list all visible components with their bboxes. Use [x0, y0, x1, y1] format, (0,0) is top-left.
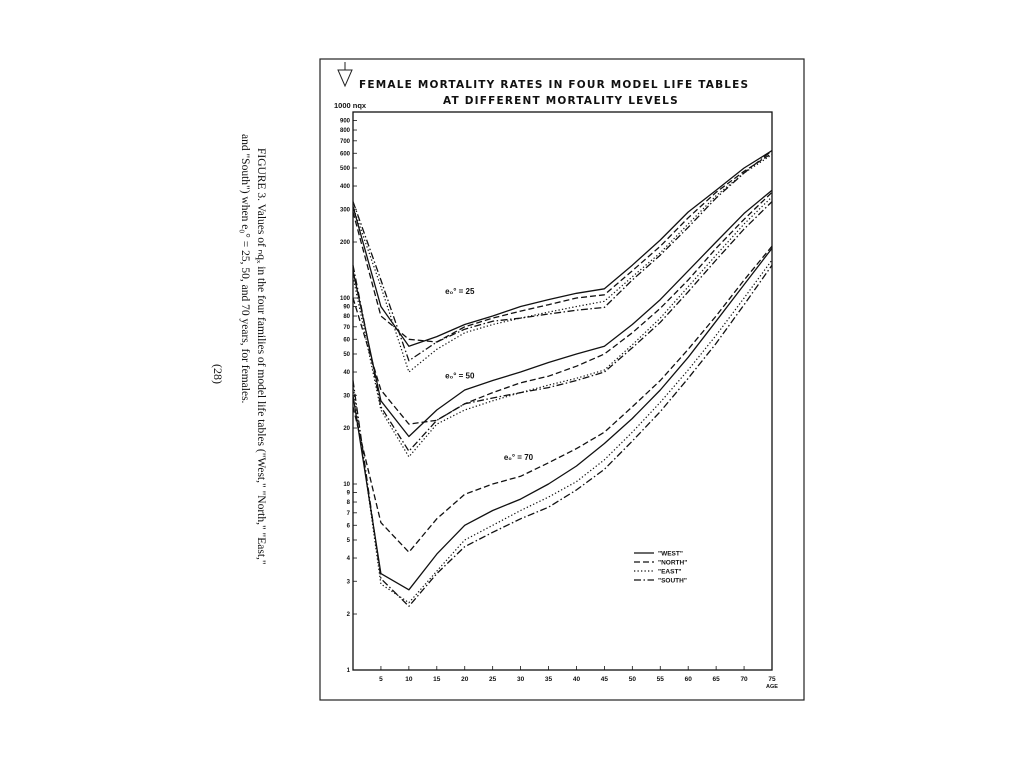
level-label: e₀° = 70: [504, 453, 534, 462]
y-tick-label: 70: [343, 325, 350, 331]
y-tick-label: 400: [340, 184, 351, 190]
y-tick-label: 5: [347, 538, 351, 544]
y-tick-label: 7: [347, 511, 351, 517]
y-tick-label: 30: [343, 393, 350, 399]
legend-label: "EAST": [658, 569, 682, 576]
legend: "WEST" "NORTH" "EAST" "SOUTH": [634, 551, 687, 585]
y-tick-label: 900: [340, 119, 351, 125]
plot-area: [352, 111, 773, 671]
series-line-south-e25: [352, 150, 773, 362]
y-tick-label: 200: [340, 240, 351, 246]
y-tick-label: 9: [347, 491, 351, 497]
y-tick-label: 10: [343, 482, 350, 488]
series-line-north-e70: [352, 245, 773, 553]
caption-line-1: FIGURE 3. Values of ₙqₓ in the four fami…: [255, 148, 267, 565]
x-tick-label: 40: [573, 676, 581, 683]
x-tick-label: 10: [405, 676, 413, 683]
x-axis-ticks: 5 10 15 20 25 30 35 40 45 50 55 60 65 70 75: [379, 666, 776, 683]
y-tick-label: 300: [340, 207, 351, 213]
chart-title-block: FEMALE MORTALITY RATES IN FOUR MODEL LIF…: [334, 62, 749, 110]
x-axis-label: AGE: [766, 684, 778, 690]
series-line-south-e50: [352, 201, 773, 452]
y-axis-ticks: 900 800 700 600 500 400 300 200 100 90 80 70 60 50 40 3…: [340, 119, 357, 674]
series-line-north-e50: [352, 191, 773, 425]
y-tick-label: 60: [343, 337, 350, 343]
arrow-mark-icon: [337, 62, 353, 88]
y-tick-label: 2: [347, 612, 351, 618]
legend-label: "WEST": [658, 551, 683, 558]
x-tick-label: 65: [713, 676, 721, 683]
y-tick-label: 80: [343, 314, 350, 320]
y-tick-label: 6: [347, 523, 351, 529]
series-line-west-e70: [352, 247, 773, 591]
legend-label: "NORTH": [658, 560, 687, 567]
series-line-west-e25: [352, 150, 773, 347]
series-lines: [352, 150, 773, 607]
chart-title: FEMALE MORTALITY RATES IN FOUR MODEL LIF…: [359, 79, 749, 91]
x-tick-label: 30: [517, 676, 525, 683]
x-tick-label: 45: [601, 676, 609, 683]
y-tick-label: 500: [340, 166, 351, 172]
legend-label: "SOUTH": [658, 578, 687, 585]
y-tick-label: 4: [347, 556, 351, 562]
y-tick-label: 8: [347, 500, 351, 506]
series-line-east-e70: [352, 259, 773, 604]
x-tick-label: 70: [740, 676, 748, 683]
level-label: e₀° = 50: [445, 371, 475, 380]
y-tick-label: 1: [347, 668, 351, 674]
x-tick-label: 5: [379, 676, 383, 683]
y-tick-label: 40: [343, 370, 350, 376]
chart-subtitle: AT DIFFERENT MORTALITY LEVELS: [443, 95, 679, 107]
series-line-south-e70: [352, 264, 773, 607]
x-tick-label: 55: [657, 676, 665, 683]
caption-line-2: and "South") when e₀° = 25, 50, and 70 y…: [239, 134, 251, 404]
y-tick-label: 90: [343, 305, 350, 311]
series-line-east-e25: [352, 154, 773, 373]
level-labels: e₀° = 25 e₀° = 50 e₀° = 70: [445, 287, 533, 462]
y-tick-label: 50: [343, 352, 350, 358]
series-line-west-e50: [352, 189, 773, 438]
y-tick-label: 100: [340, 296, 351, 302]
figure-caption: FIGURE 3. Values of ₙqₓ in the four fami…: [211, 134, 267, 565]
x-tick-label: 50: [629, 676, 637, 683]
x-tick-label: 15: [433, 676, 441, 683]
x-tick-label: 20: [461, 676, 469, 683]
x-tick-label: 75: [768, 676, 776, 683]
y-tick-label: 20: [343, 426, 350, 432]
series-line-north-e25: [352, 152, 773, 343]
figure-border: [319, 58, 805, 701]
x-tick-label: 25: [489, 676, 497, 683]
page-number: (28): [211, 364, 225, 384]
y-tick-label: 700: [340, 139, 351, 145]
y-axis-label: 1000 nqx: [334, 101, 367, 110]
level-label: e₀° = 25: [445, 287, 475, 296]
x-tick-label: 35: [545, 676, 553, 683]
y-tick-label: 3: [347, 579, 351, 585]
series-line-east-e50: [352, 196, 773, 458]
y-tick-label: 600: [340, 151, 351, 157]
x-tick-label: 60: [685, 676, 693, 683]
y-tick-label: 800: [340, 128, 351, 134]
